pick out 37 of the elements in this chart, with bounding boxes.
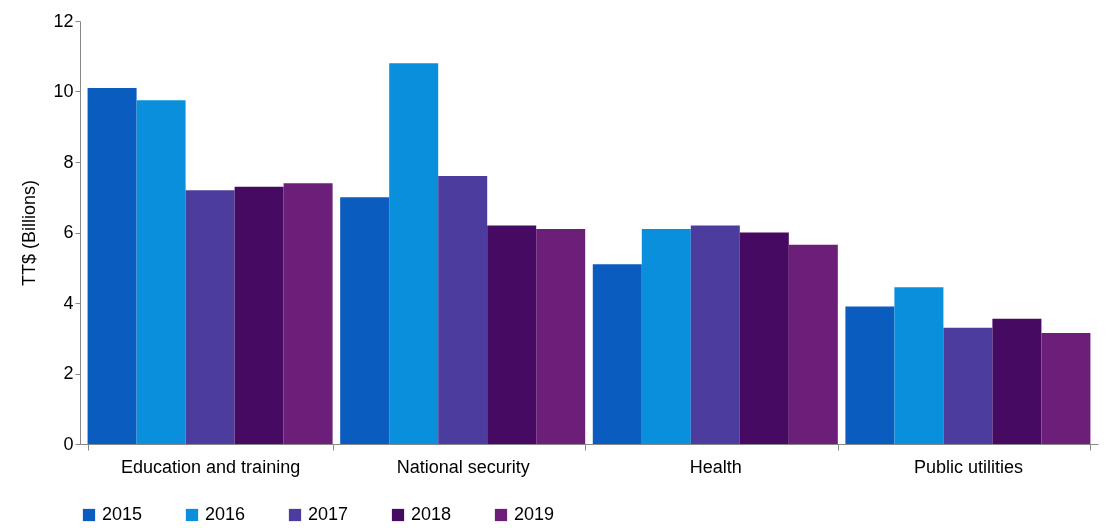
y-axis-title: TT$ (Billions) [19,179,40,287]
bar [592,264,642,444]
bar [1041,332,1091,444]
legend-label: 2017 [308,504,349,524]
bar [690,225,740,444]
legend-label: 2019 [514,504,555,524]
legend-label: 2018 [411,504,452,524]
bar [340,197,390,444]
bar [136,100,186,444]
x-tick-label: Education and training [121,456,301,477]
x-tick-label: Public utilities [913,456,1023,477]
legend-label: 2016 [205,504,246,524]
bar [487,225,537,444]
bar [845,306,895,444]
y-tick-label: 10 [53,81,74,101]
y-tick-label: 8 [63,151,74,172]
bar [641,228,691,444]
legend-label: 2015 [102,504,143,524]
y-tick-label: 2 [63,363,74,383]
bar [788,244,838,444]
bar [943,327,993,444]
bar [87,87,137,444]
bar [536,228,586,444]
bar [438,176,488,444]
bar [234,186,284,444]
bar [185,190,235,444]
y-tick-label: 6 [63,222,74,242]
bar [389,63,439,444]
bar [739,232,789,444]
y-tick-label: 0 [63,433,74,454]
x-tick-label: National security [396,456,530,477]
y-tick-label: 4 [63,292,74,313]
bar [894,287,944,444]
bar [283,183,333,444]
bar [992,318,1042,444]
x-tick-label: Health [689,456,742,477]
y-tick-label: 12 [53,10,74,31]
